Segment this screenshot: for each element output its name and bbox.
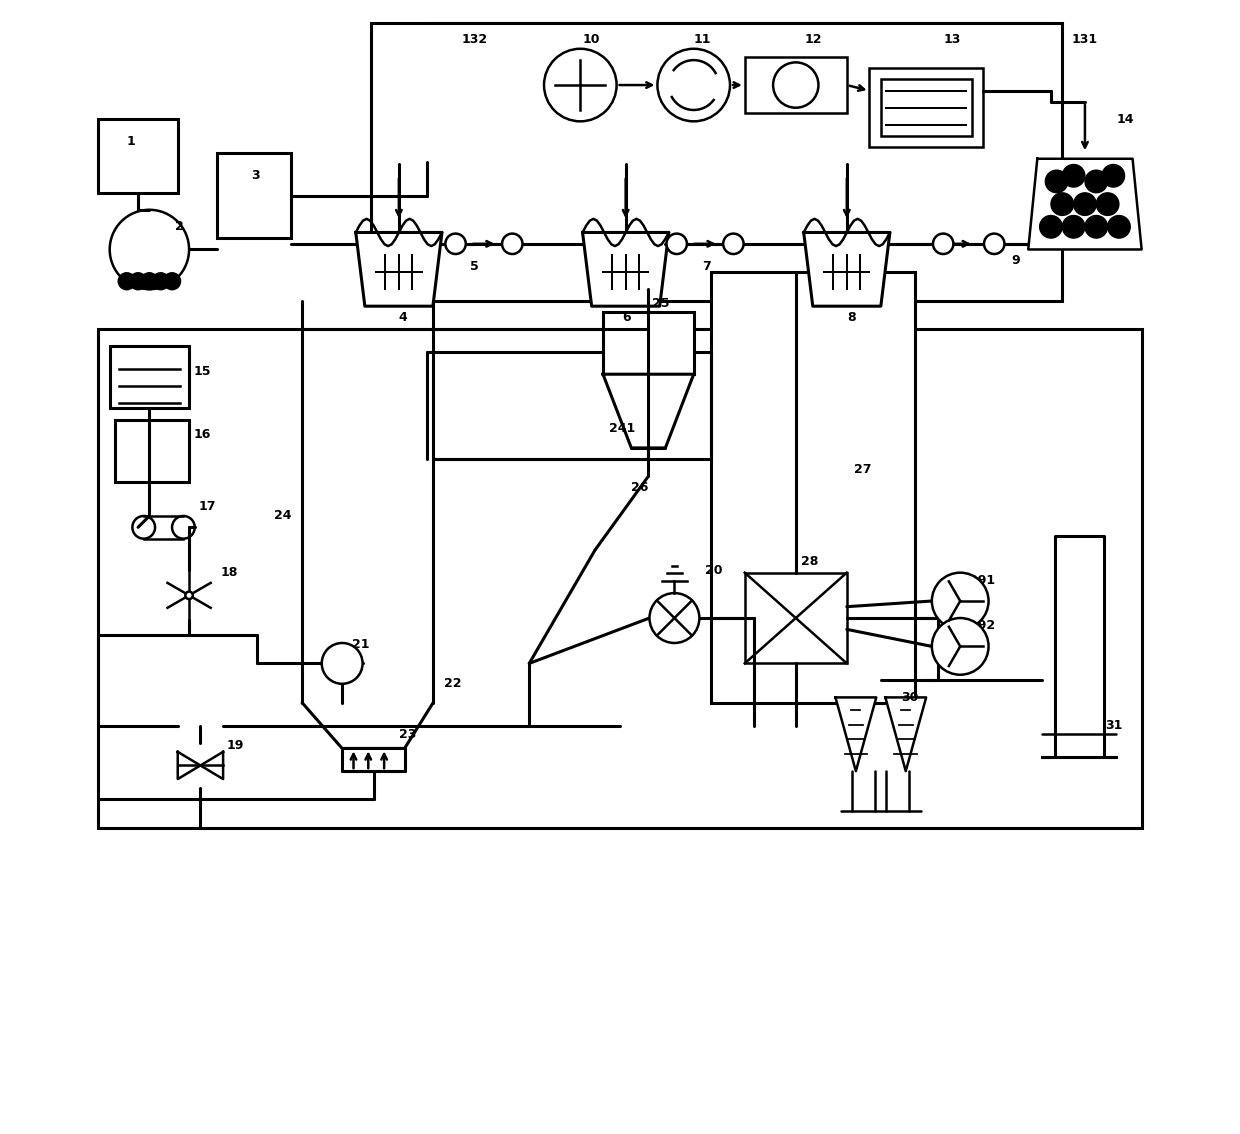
Bar	[603, 312, 693, 374]
Bar	[98, 329, 1142, 828]
Bar	[428, 23, 1052, 164]
Circle shape	[172, 516, 195, 539]
Circle shape	[773, 62, 818, 108]
Text: 6: 6	[622, 311, 631, 324]
Circle shape	[544, 49, 616, 121]
Text: 30: 30	[901, 691, 919, 704]
Text: 16: 16	[193, 428, 211, 441]
Circle shape	[502, 234, 522, 254]
Text: 292: 292	[970, 619, 996, 633]
Text: 291: 291	[970, 574, 996, 587]
Text: 5: 5	[470, 260, 479, 273]
Circle shape	[1107, 215, 1131, 238]
Circle shape	[1085, 170, 1107, 193]
Circle shape	[931, 618, 988, 675]
Circle shape	[164, 273, 180, 289]
Polygon shape	[177, 752, 201, 779]
Polygon shape	[885, 697, 926, 771]
Text: 17: 17	[198, 500, 216, 514]
Circle shape	[931, 573, 988, 629]
Text: 132: 132	[461, 33, 487, 46]
Circle shape	[932, 234, 954, 254]
Bar	[217, 153, 291, 238]
Text: 19: 19	[227, 738, 244, 752]
Text: 7: 7	[702, 260, 711, 273]
Polygon shape	[1043, 536, 1116, 758]
Text: 21: 21	[352, 637, 370, 651]
Bar	[98, 119, 177, 193]
Circle shape	[130, 273, 146, 289]
Bar	[745, 57, 847, 113]
Polygon shape	[1028, 159, 1142, 249]
Text: 9: 9	[1012, 254, 1019, 268]
Circle shape	[141, 273, 157, 289]
Circle shape	[657, 49, 730, 121]
Text: 15: 15	[193, 365, 211, 379]
Text: 25: 25	[652, 297, 670, 311]
Text: 131: 131	[1071, 33, 1097, 46]
Circle shape	[650, 593, 699, 643]
Circle shape	[185, 592, 193, 599]
Polygon shape	[583, 232, 668, 306]
Circle shape	[1063, 164, 1085, 187]
Polygon shape	[804, 232, 890, 306]
Circle shape	[119, 273, 135, 289]
Bar	[745, 573, 847, 663]
Text: 31: 31	[1105, 719, 1122, 733]
Circle shape	[153, 273, 169, 289]
Text: 14: 14	[1117, 112, 1135, 126]
Circle shape	[1102, 164, 1125, 187]
Text: 24: 24	[274, 509, 291, 523]
Circle shape	[133, 516, 155, 539]
Bar	[880, 79, 971, 136]
Circle shape	[1039, 215, 1063, 238]
Circle shape	[1052, 193, 1074, 215]
Text: 28: 28	[801, 555, 818, 568]
Text: 3: 3	[252, 169, 260, 183]
Text: 241: 241	[609, 422, 635, 435]
Polygon shape	[603, 374, 693, 448]
Circle shape	[445, 234, 466, 254]
Text: 27: 27	[853, 463, 872, 476]
Text: 4: 4	[399, 311, 408, 324]
Circle shape	[723, 234, 744, 254]
Text: 1: 1	[126, 135, 135, 149]
Text: 20: 20	[706, 564, 723, 577]
Text: 10: 10	[583, 33, 600, 46]
Polygon shape	[836, 697, 877, 771]
Text: 18: 18	[221, 566, 238, 579]
Bar	[371, 23, 1063, 301]
Text: 22: 22	[444, 677, 461, 691]
Circle shape	[1045, 170, 1068, 193]
Bar	[115, 420, 188, 482]
Circle shape	[985, 234, 1004, 254]
Circle shape	[321, 643, 362, 684]
Circle shape	[1063, 215, 1085, 238]
Text: 2: 2	[176, 220, 185, 234]
Circle shape	[1074, 193, 1096, 215]
Text: 11: 11	[693, 33, 712, 46]
Circle shape	[109, 210, 188, 289]
Circle shape	[1085, 215, 1107, 238]
Circle shape	[666, 234, 687, 254]
Bar	[869, 68, 983, 147]
Text: 12: 12	[805, 33, 822, 46]
Polygon shape	[201, 752, 223, 779]
Circle shape	[1096, 193, 1118, 215]
Polygon shape	[356, 232, 441, 306]
Bar	[109, 346, 188, 408]
Text: 13: 13	[944, 33, 961, 46]
Text: 8: 8	[847, 311, 856, 324]
Text: 26: 26	[631, 481, 649, 494]
Text: 23: 23	[399, 728, 417, 742]
Bar	[711, 272, 915, 703]
